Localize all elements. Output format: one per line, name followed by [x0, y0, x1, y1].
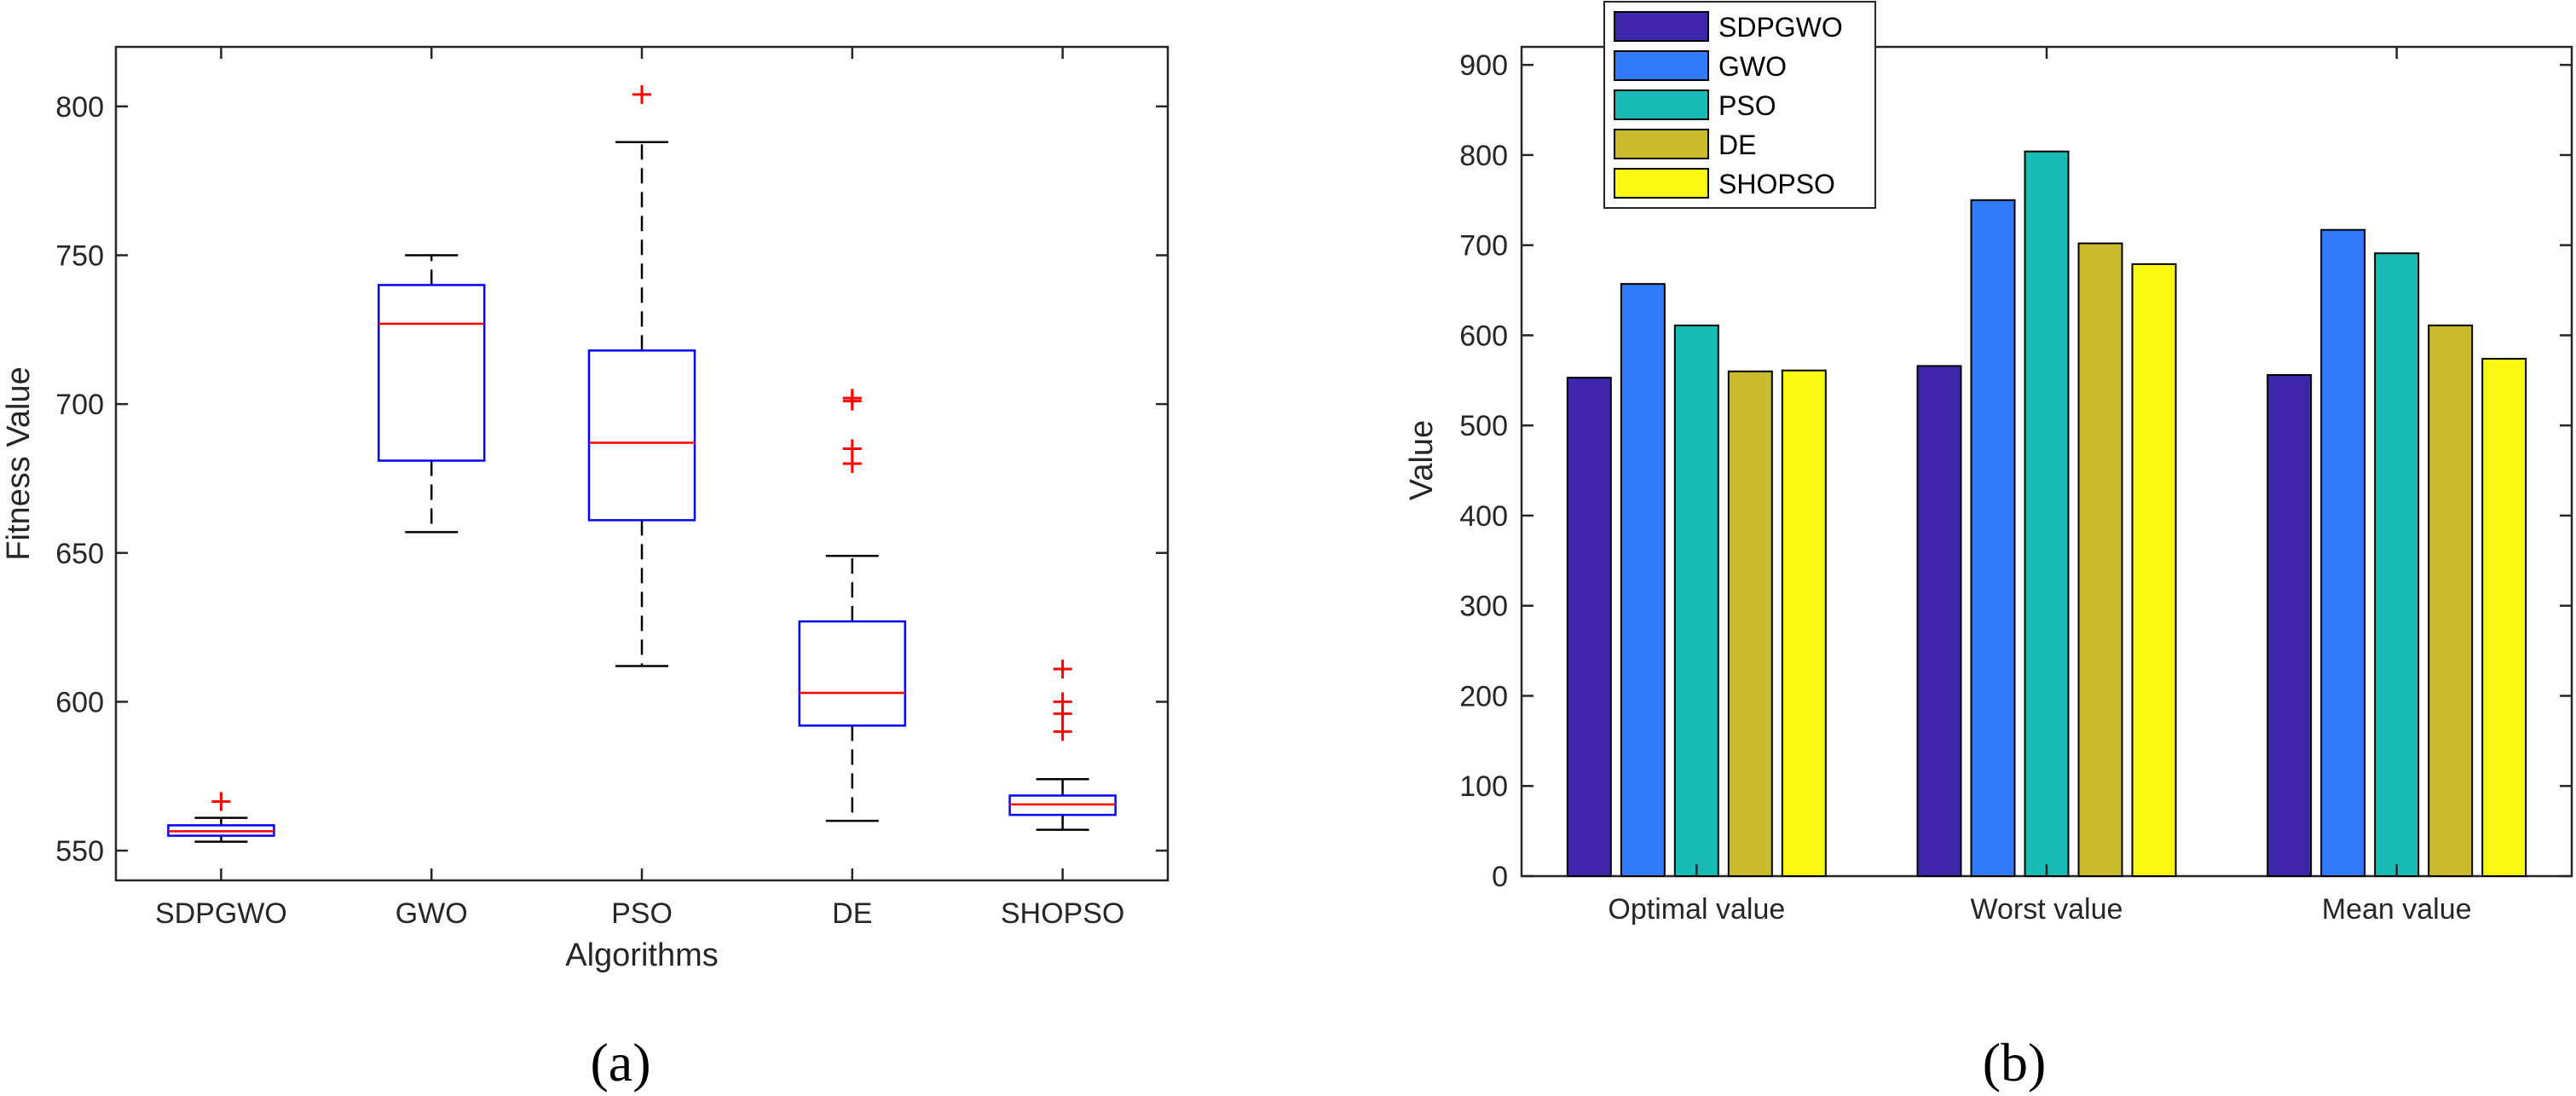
bar-ytick-label: 800: [1459, 140, 1508, 172]
panel-label-b: (b): [1983, 1032, 2047, 1093]
bar-ytick-label: 100: [1459, 770, 1508, 803]
outlier-marker: [632, 84, 651, 104]
boxplot-ytick-label: 550: [55, 835, 104, 868]
bar-gwo: [1620, 283, 1666, 878]
box-shopso: [1008, 660, 1117, 831]
outlier-marker: [1053, 722, 1072, 741]
boxplot-ytick-label: 800: [55, 91, 104, 124]
boxplot-ytick-label: 650: [55, 538, 104, 570]
legend-item-shopso: SHOPSO: [1614, 168, 1835, 199]
legend-label: DE: [1718, 130, 1756, 160]
box-de: [798, 389, 907, 822]
bar-ytick-label: 500: [1459, 410, 1508, 442]
bar-legend: SDPGWO GWO PSO DE SHOPSO: [1603, 1, 1876, 209]
legend-swatch: [1614, 50, 1709, 81]
boxplot-xtick-label: GWO: [396, 897, 468, 930]
bar-de: [1727, 370, 1773, 877]
bar-ytick-label: 600: [1459, 320, 1508, 352]
bar-gwo: [1970, 199, 2016, 878]
legend-label: PSO: [1718, 90, 1776, 121]
bar-ylabel: Value: [1404, 420, 1440, 500]
bar-ytick-label: 700: [1459, 230, 1508, 262]
legend-item-sdpgwo: SDPGWO: [1614, 11, 1843, 43]
bar-ytick-label: 0: [1492, 861, 1508, 893]
iqr-box: [377, 284, 486, 462]
bar-shopso: [1781, 369, 1827, 877]
outlier-marker: [1053, 660, 1072, 679]
panel-label-a: (a): [590, 1032, 650, 1093]
outlier-marker: [842, 389, 862, 408]
legend-item-pso: PSO: [1614, 89, 1776, 121]
bar-sdpgwo: [1566, 377, 1612, 877]
boxplot-axes-frame: [114, 45, 1170, 882]
boxplot-ylabel: Fitness Value: [1, 366, 37, 560]
boxplot-xtick-label: SHOPSO: [1001, 897, 1124, 930]
outlier-marker: [842, 439, 862, 459]
outlier-marker: [211, 792, 231, 811]
boxplot-xtick-label: DE: [832, 897, 872, 930]
legend-swatch: [1614, 168, 1709, 199]
legend-swatch: [1614, 11, 1709, 42]
bar-de: [2428, 324, 2474, 877]
outlier-marker: [1053, 692, 1072, 712]
box-sdpgwo: [167, 792, 275, 843]
bar-sdpgwo: [2267, 373, 2313, 878]
bar-group-optimal-value: [1566, 283, 1827, 878]
legend-item-gwo: GWO: [1614, 50, 1787, 82]
legend-label: SDPGWO: [1718, 12, 1843, 43]
bar-shopso: [2481, 357, 2527, 877]
boxplot-ytick-label: 750: [55, 240, 104, 273]
bar-pso: [1673, 324, 1719, 877]
bar-ytick-label: 300: [1459, 591, 1508, 623]
bar-ytick-label: 400: [1459, 500, 1508, 533]
boxplot-ytick-label: 600: [55, 686, 104, 718]
legend-swatch: [1614, 89, 1709, 120]
boxplot-ytick-label: 700: [55, 389, 104, 421]
boxplot-xtick-label: SDPGWO: [155, 897, 287, 930]
bar-shopso: [2131, 262, 2177, 878]
box-pso: [587, 84, 696, 667]
bar-pso: [2024, 150, 2070, 877]
legend-label: GWO: [1718, 51, 1787, 82]
iqr-box: [587, 349, 696, 522]
legend-label: SHOPSO: [1718, 169, 1835, 199]
legend-swatch: [1614, 129, 1709, 159]
boxplot-xlabel: Algorithms: [565, 937, 719, 973]
bar-xtick-label: Optimal value: [1608, 893, 1785, 926]
bar-sdpgwo: [1916, 365, 1962, 877]
bar-ytick-label: 200: [1459, 680, 1508, 712]
bar-ytick-label: 900: [1459, 49, 1508, 82]
bar-de: [2077, 242, 2123, 877]
boxplot-xtick-label: PSO: [611, 897, 673, 930]
bar-group-worst-value: [1916, 150, 2177, 878]
iqr-box: [798, 620, 907, 727]
legend-item-de: DE: [1614, 129, 1756, 160]
bar-panel: 0 100 200 300 400 500 600 700 800 900 Optimal val…: [1404, 1, 2573, 1093]
box-gwo: [377, 254, 486, 534]
bar-gwo: [2320, 228, 2366, 877]
bar-xtick-label: Mean value: [2322, 893, 2472, 926]
bar-xtick-label: Worst value: [1971, 893, 2123, 926]
bar-pso: [2374, 252, 2420, 877]
